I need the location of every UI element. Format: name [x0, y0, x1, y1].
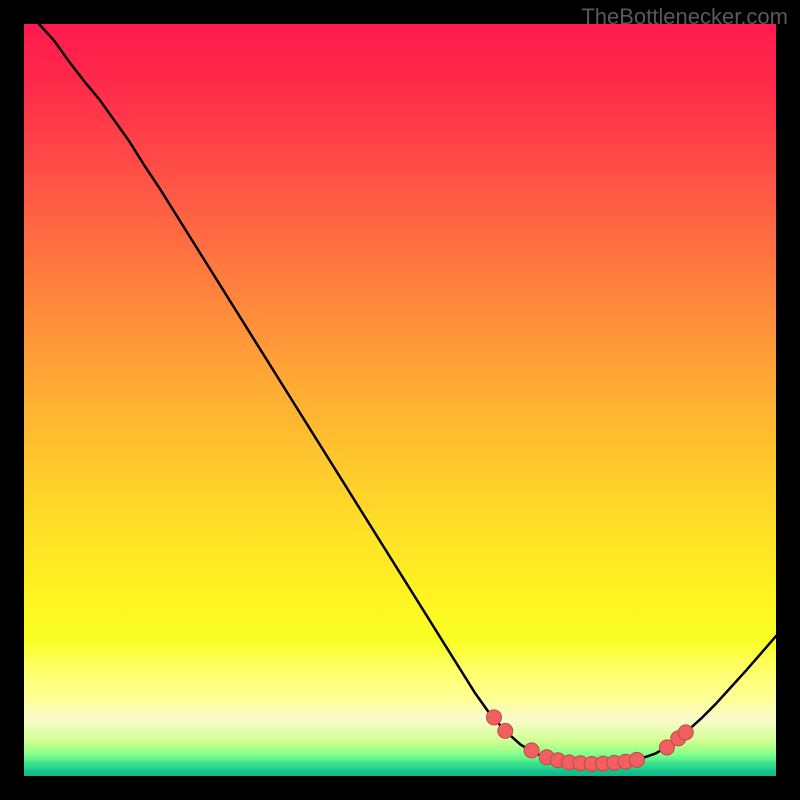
- curve-marker: [498, 723, 513, 738]
- curve-marker: [678, 725, 693, 740]
- gradient-background: [24, 24, 776, 776]
- chart-svg: [24, 24, 776, 776]
- curve-marker: [524, 743, 539, 758]
- watermark-text: TheBottlenecker.com: [581, 4, 788, 30]
- chart-container: TheBottlenecker.com: [0, 0, 800, 800]
- curve-marker: [629, 752, 644, 767]
- curve-marker: [487, 710, 502, 725]
- plot-area: [24, 24, 776, 776]
